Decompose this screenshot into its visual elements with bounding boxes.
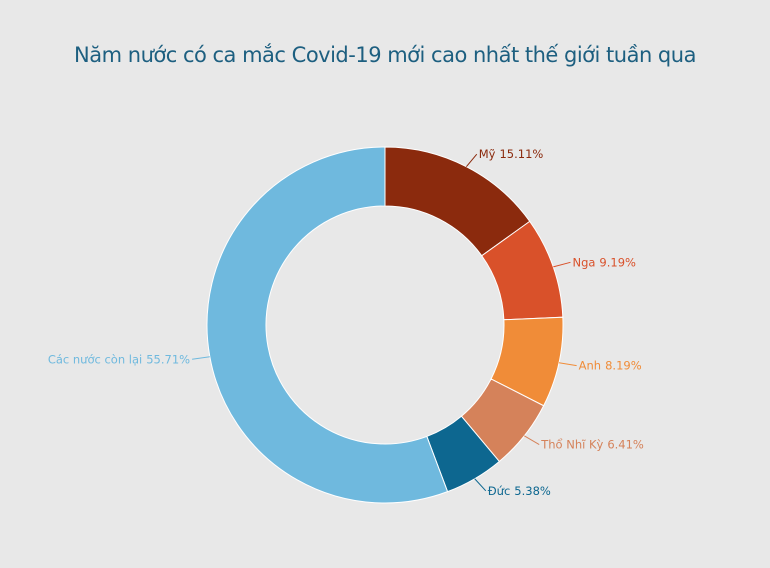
label-value: 8.19% <box>605 358 642 372</box>
label-category: Các nước còn lại <box>48 352 142 366</box>
leader-line <box>192 356 210 360</box>
label-value: 6.41% <box>607 437 644 451</box>
leader-line <box>553 261 571 268</box>
data-label: Các nước còn lại 55.71% <box>48 352 190 366</box>
label-value: 15.11% <box>499 147 543 161</box>
label-category: Nga <box>572 255 595 269</box>
label-category: Đức <box>488 483 511 497</box>
data-label: Thổ Nhĩ Kỳ 6.41% <box>540 437 644 451</box>
leader-line <box>474 478 487 492</box>
leader-line <box>558 362 577 367</box>
label-value: 55.71% <box>146 352 190 366</box>
label-value: 5.38% <box>514 483 551 497</box>
chart-title: Năm nước có ca mắc Covid-19 mới cao nhất… <box>74 43 696 67</box>
data-label: Nga 9.19% <box>572 255 636 269</box>
leader-line <box>465 153 478 168</box>
data-label: Đức 5.38% <box>488 483 551 497</box>
label-value: 9.19% <box>599 255 636 269</box>
data-label: Anh 8.19% <box>579 358 642 372</box>
label-category: Mỹ <box>479 147 496 161</box>
leader-line <box>524 435 540 445</box>
data-label: Mỹ 15.11% <box>479 147 544 161</box>
label-category: Thổ Nhĩ Kỳ <box>540 437 603 451</box>
donut-slice <box>206 146 449 504</box>
label-category: Anh <box>579 358 601 372</box>
